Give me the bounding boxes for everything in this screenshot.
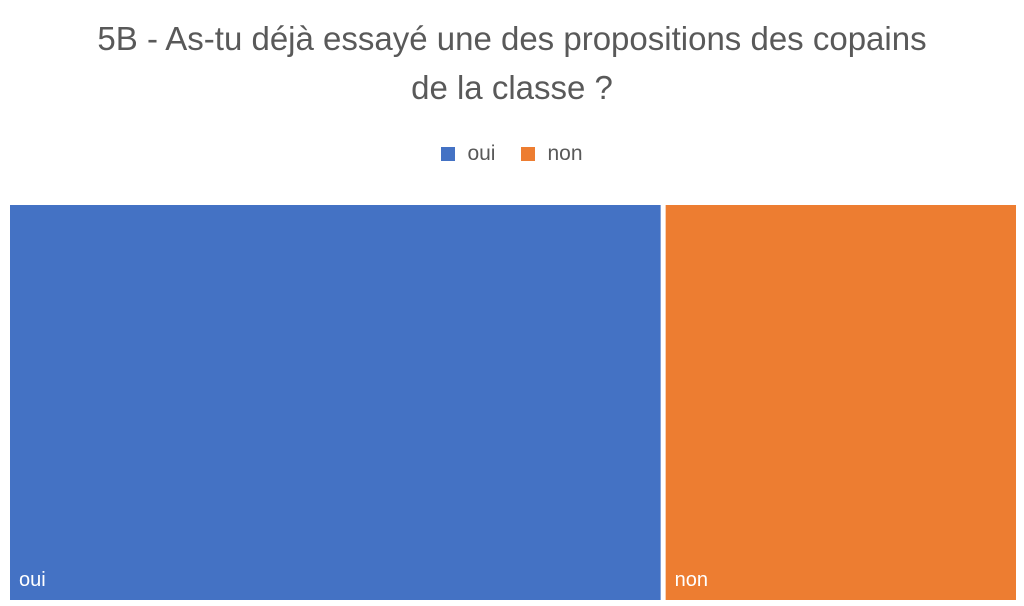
legend: oui non [0,142,1024,166]
chart-title-line-2: de la classe ? [411,69,613,106]
legend-item-oui: oui [441,142,495,166]
treemap-label-non: non [675,569,708,591]
treemap-rect-non [665,205,1016,600]
legend-label-oui: oui [467,142,496,165]
chart-title-line-1: 5B - As-tu déjà essayé une des propositi… [97,20,927,57]
legend-swatch-non [521,147,536,161]
plot-area: oui non [10,205,1016,600]
treemap-label-oui: oui [19,569,46,591]
chart-title: 5B - As-tu déjà essayé une des propositi… [0,14,1024,112]
legend-item-non: non [521,142,583,166]
treemap-svg: oui non [10,205,1016,600]
legend-swatch-oui [441,147,456,161]
treemap-rect-oui [10,205,661,600]
legend-label-non: non [547,142,583,165]
